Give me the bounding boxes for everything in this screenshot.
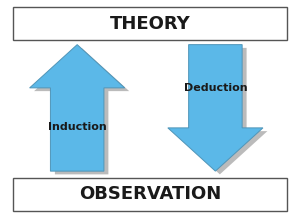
Text: Deduction: Deduction — [184, 83, 247, 93]
FancyBboxPatch shape — [13, 178, 287, 211]
Text: THEORY: THEORY — [110, 14, 190, 33]
Text: Induction: Induction — [48, 122, 106, 132]
Text: OBSERVATION: OBSERVATION — [79, 185, 221, 203]
Polygon shape — [30, 45, 125, 171]
Polygon shape — [168, 45, 263, 171]
FancyBboxPatch shape — [13, 7, 287, 40]
Polygon shape — [172, 48, 267, 174]
Polygon shape — [34, 48, 129, 174]
